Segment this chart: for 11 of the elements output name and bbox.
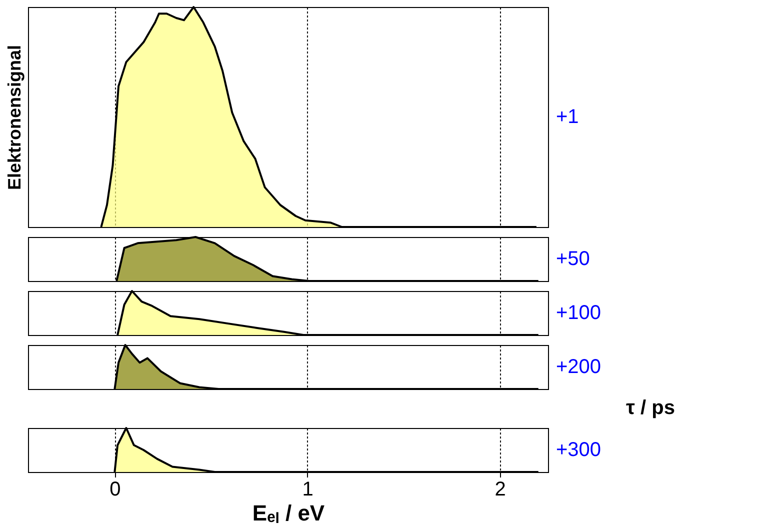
series-label: +200 (556, 356, 602, 378)
y-axis-title: Elektronensignal (4, 44, 24, 190)
x-tick-label: 0 (110, 478, 121, 500)
x-axis-title: Eₑₗ / eV (252, 500, 325, 526)
series-label: +300 (556, 439, 602, 461)
series-label: +100 (556, 302, 602, 324)
text: τ / ps (626, 397, 675, 419)
x-tick-label: 1 (302, 478, 314, 500)
x-tick-label: 2 (494, 478, 506, 500)
text: +1 (556, 106, 579, 128)
series-label: +50 (556, 248, 590, 270)
